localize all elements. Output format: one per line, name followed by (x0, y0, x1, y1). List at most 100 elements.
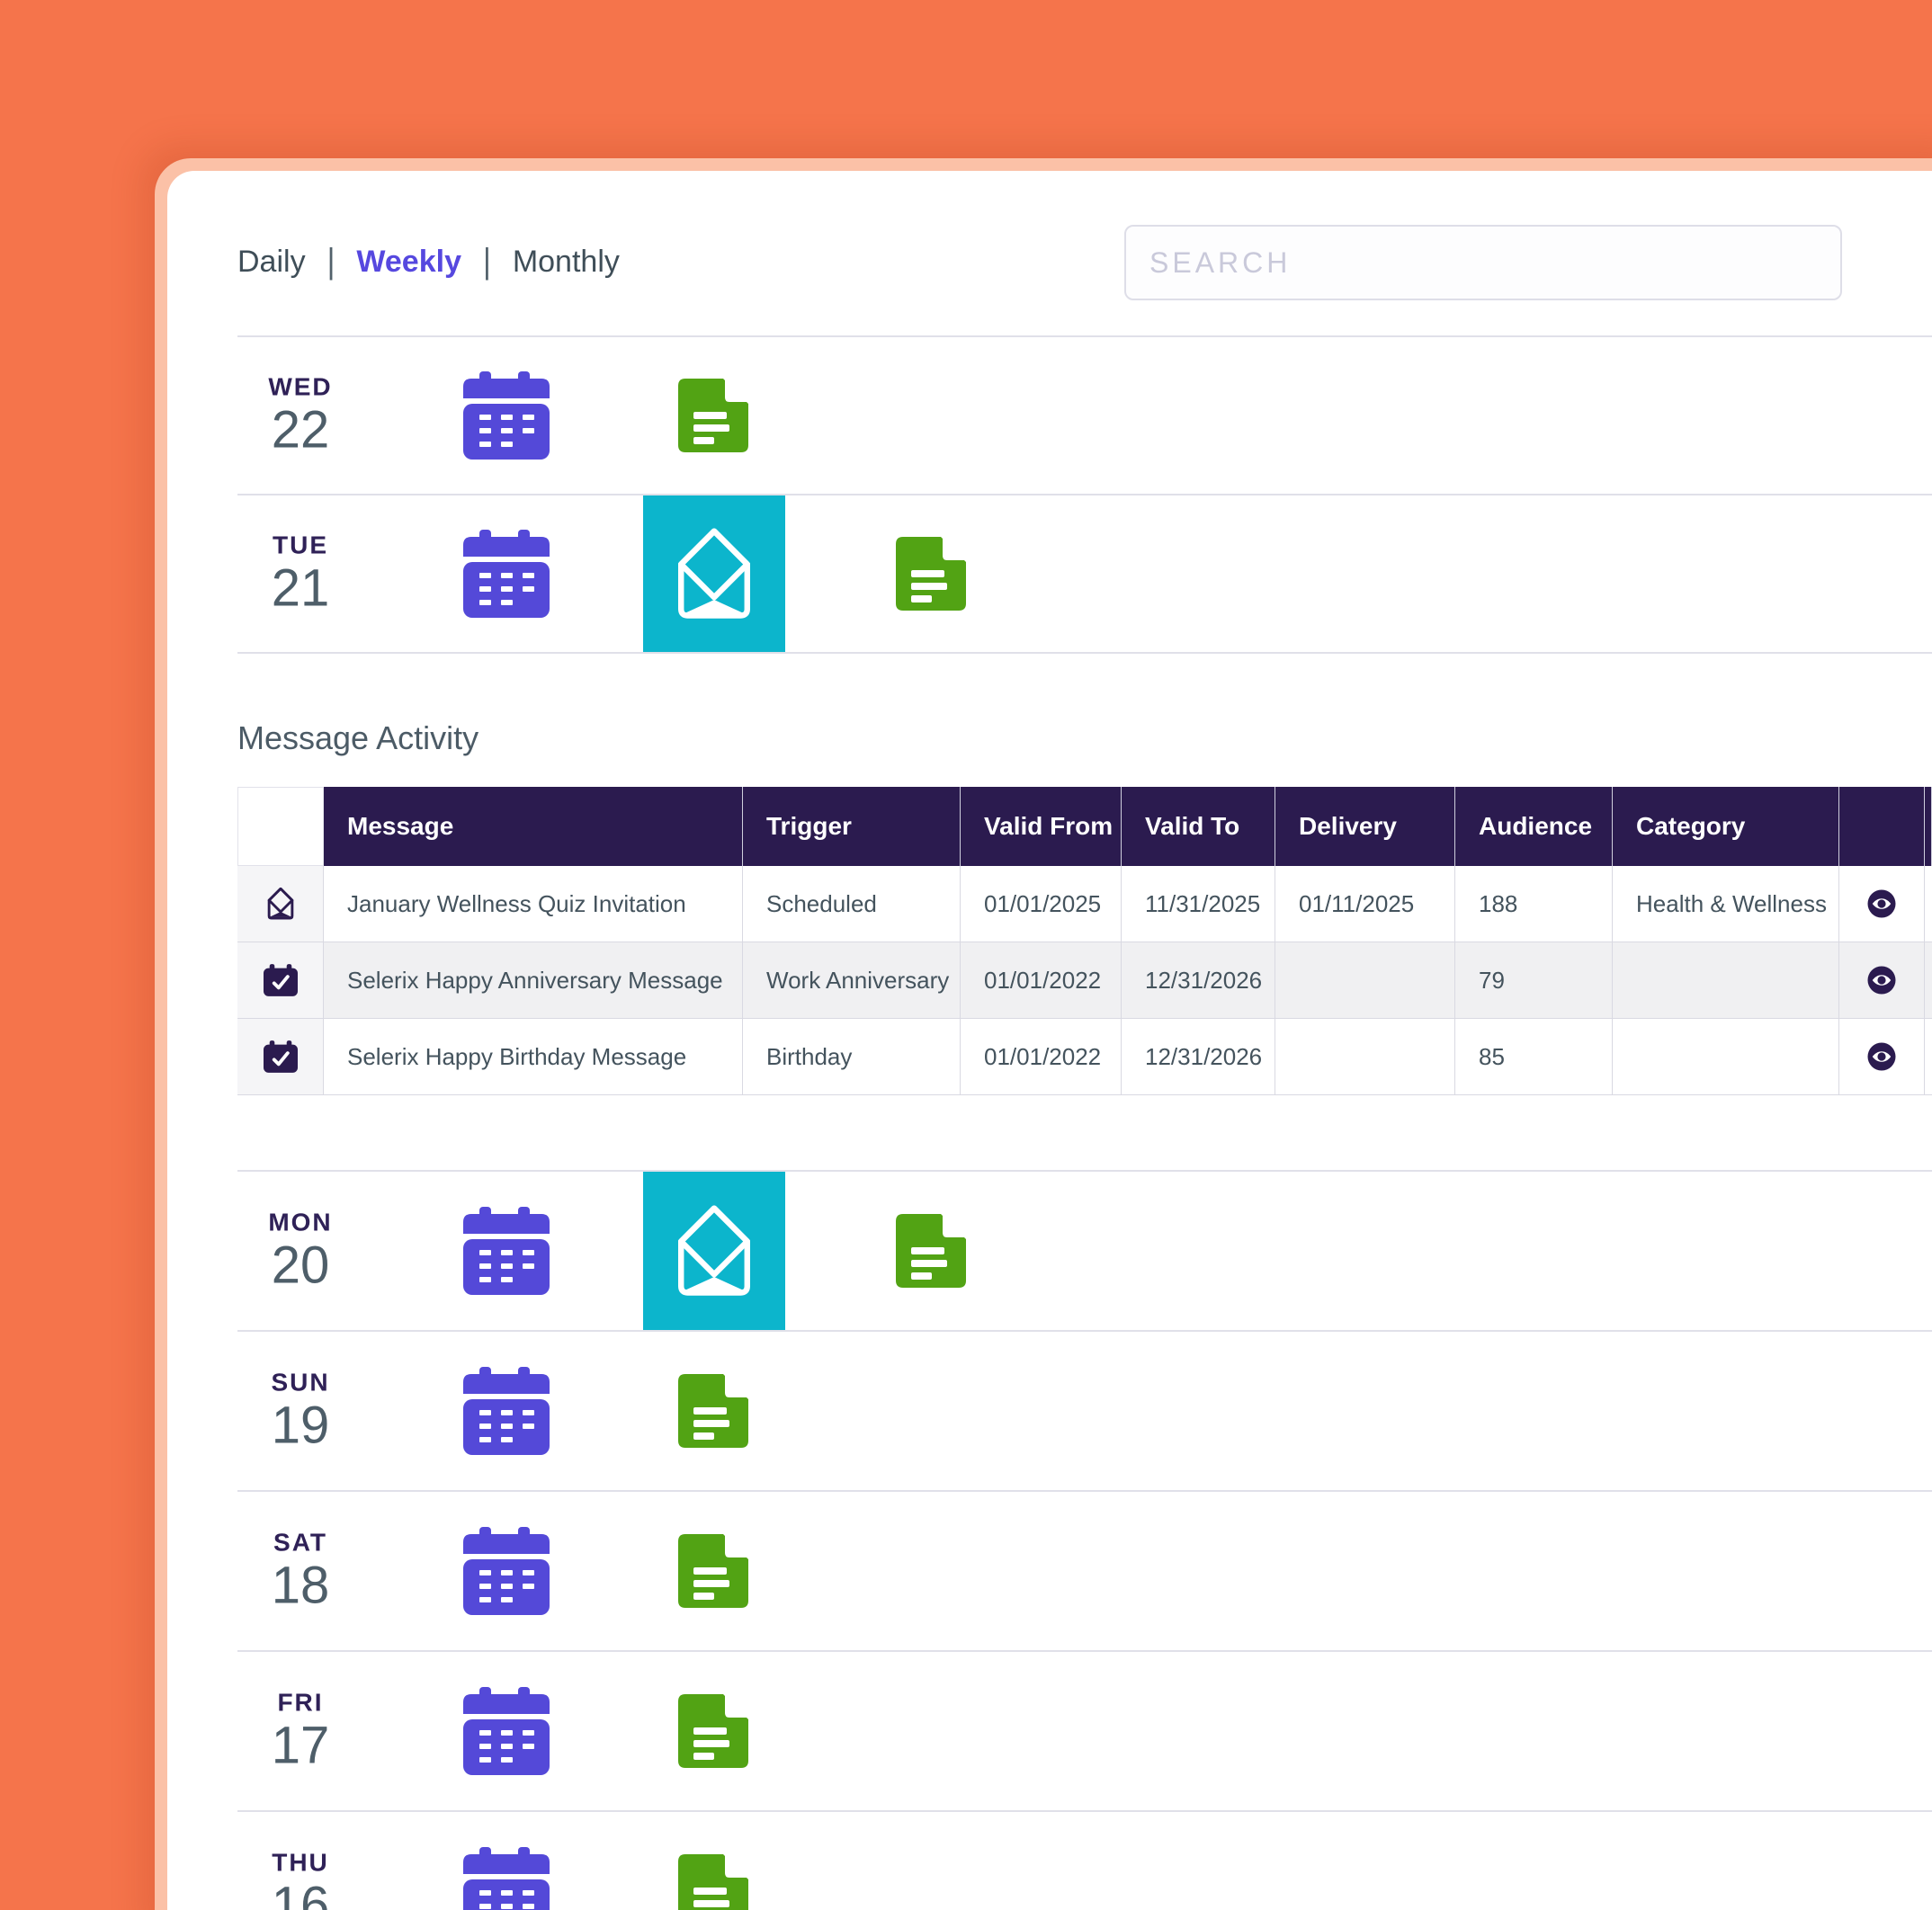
email-sent-block[interactable] (643, 495, 785, 652)
calendar-icon (463, 530, 550, 618)
day-number: 16 (271, 1876, 330, 1910)
envelope-open-icon (677, 527, 751, 619)
day-label: SAT 18 (237, 1529, 363, 1614)
view-switcher: Daily | Weekly | Monthly (237, 242, 620, 281)
day-number: 20 (271, 1236, 330, 1295)
day-abbr: TUE (273, 531, 328, 559)
cell-trigger: Scheduled (743, 866, 961, 942)
view-button[interactable] (1867, 889, 1896, 918)
document-slot[interactable] (896, 1214, 966, 1288)
calendar-check-icon (263, 964, 298, 996)
cell-delivery: 01/11/2025 (1275, 866, 1455, 942)
day-number: 22 (271, 400, 330, 460)
envelope-open-icon (677, 1204, 751, 1296)
cell-message: Selerix Happy Birthday Message (324, 1019, 743, 1095)
calendar-slot[interactable] (461, 530, 551, 618)
column-header-category: Category (1613, 787, 1839, 866)
search-input[interactable] (1124, 225, 1842, 300)
document-slot[interactable] (678, 1374, 748, 1448)
cell-category (1613, 942, 1839, 1019)
column-header-blank (1839, 787, 1925, 866)
view-button[interactable] (1867, 966, 1896, 995)
calendar-slot[interactable] (461, 1687, 551, 1775)
document-slot[interactable] (678, 1694, 748, 1768)
day-row-wed: WED 22 (237, 335, 1932, 494)
cell-type-icon (237, 942, 324, 1019)
content-card (167, 171, 1932, 1910)
column-header-delivery: Delivery (1275, 787, 1455, 866)
cell-type-icon (237, 866, 324, 942)
day-label: MON 20 (237, 1209, 363, 1294)
day-row-sun: SUN 19 (237, 1330, 1932, 1490)
calendar-slot[interactable] (461, 1527, 551, 1615)
day-label: SUN 19 (237, 1369, 363, 1454)
cell-audience: 79 (1455, 942, 1613, 1019)
cell-type-icon (237, 1019, 324, 1095)
cell-valid-from: 01/01/2025 (961, 866, 1122, 942)
cell-cut (1925, 866, 1932, 942)
table-body: January Wellness Quiz Invitation Schedule… (237, 866, 1932, 1095)
document-icon (678, 1854, 748, 1910)
document-icon (678, 1694, 748, 1768)
table-row[interactable]: Selerix Happy Birthday Message Birthday 01… (237, 1019, 1932, 1095)
cell-valid-to: 11/31/2025 (1122, 866, 1275, 942)
cell-valid-from: 01/01/2022 (961, 1019, 1122, 1095)
column-header-valid-to: Valid To (1122, 787, 1275, 866)
envelope-open-icon (267, 888, 293, 920)
calendar-icon (463, 371, 550, 460)
cell-action (1839, 942, 1925, 1019)
day-row-sat: SAT 18 (237, 1490, 1932, 1650)
table-header-row: Message Trigger Valid From Valid To Delivery… (237, 787, 1932, 866)
cell-audience: 188 (1455, 866, 1613, 942)
document-slot[interactable] (678, 1854, 748, 1910)
day-label: THU 16 (237, 1849, 363, 1910)
day-number: 21 (271, 558, 330, 618)
nav-separator: | (482, 242, 491, 281)
calendar-slot[interactable] (461, 371, 551, 460)
column-header-audience: Audience (1455, 787, 1613, 866)
day-row-tue: TUE 21 (237, 494, 1932, 654)
cell-audience: 85 (1455, 1019, 1613, 1095)
day-abbr: SAT (273, 1528, 327, 1557)
cell-valid-from: 01/01/2022 (961, 942, 1122, 1019)
calendar-slot[interactable] (461, 1207, 551, 1295)
document-slot[interactable] (896, 537, 966, 611)
eye-icon (1867, 1042, 1896, 1071)
day-row-thu: THU 16 (237, 1810, 1932, 1910)
document-slot[interactable] (678, 379, 748, 452)
column-header-valid-from: Valid From (961, 787, 1122, 866)
calendar-slot[interactable] (461, 1847, 551, 1910)
eye-icon (1867, 889, 1896, 918)
calendar-rows-bottom: MON 20 SUN 19 (0, 1170, 1932, 1910)
document-icon (896, 1214, 966, 1288)
cell-message: January Wellness Quiz Invitation (324, 866, 743, 942)
table-row[interactable]: Selerix Happy Anniversary Message Work An… (237, 942, 1932, 1019)
cell-action (1839, 866, 1925, 942)
calendar-icon (463, 1207, 550, 1295)
document-slot[interactable] (678, 1534, 748, 1608)
cell-cut (1925, 942, 1932, 1019)
tab-monthly[interactable]: Monthly (512, 245, 620, 279)
view-button[interactable] (1867, 1042, 1896, 1071)
cell-valid-to: 12/31/2026 (1122, 942, 1275, 1019)
day-abbr: FRI (277, 1688, 324, 1717)
day-abbr: THU (272, 1848, 329, 1877)
day-abbr: MON (268, 1208, 333, 1236)
column-header-message: Message (324, 787, 743, 866)
email-sent-block[interactable] (643, 1172, 785, 1330)
calendar-check-icon (263, 1040, 298, 1073)
calendar-slot[interactable] (461, 1367, 551, 1455)
message-activity-table: Message Trigger Valid From Valid To Delivery… (237, 787, 1932, 1095)
cell-delivery (1275, 1019, 1455, 1095)
day-abbr: WED (268, 372, 333, 401)
calendar-icon (463, 1367, 550, 1455)
column-header-blank (237, 787, 324, 866)
document-icon (896, 537, 966, 611)
tab-daily[interactable]: Daily (237, 245, 306, 279)
cell-valid-to: 12/31/2026 (1122, 1019, 1275, 1095)
day-row-fri: FRI 17 (237, 1650, 1932, 1810)
tab-weekly[interactable]: Weekly (356, 245, 461, 279)
table-row[interactable]: January Wellness Quiz Invitation Schedule… (237, 866, 1932, 942)
calendar-icon (463, 1847, 550, 1910)
